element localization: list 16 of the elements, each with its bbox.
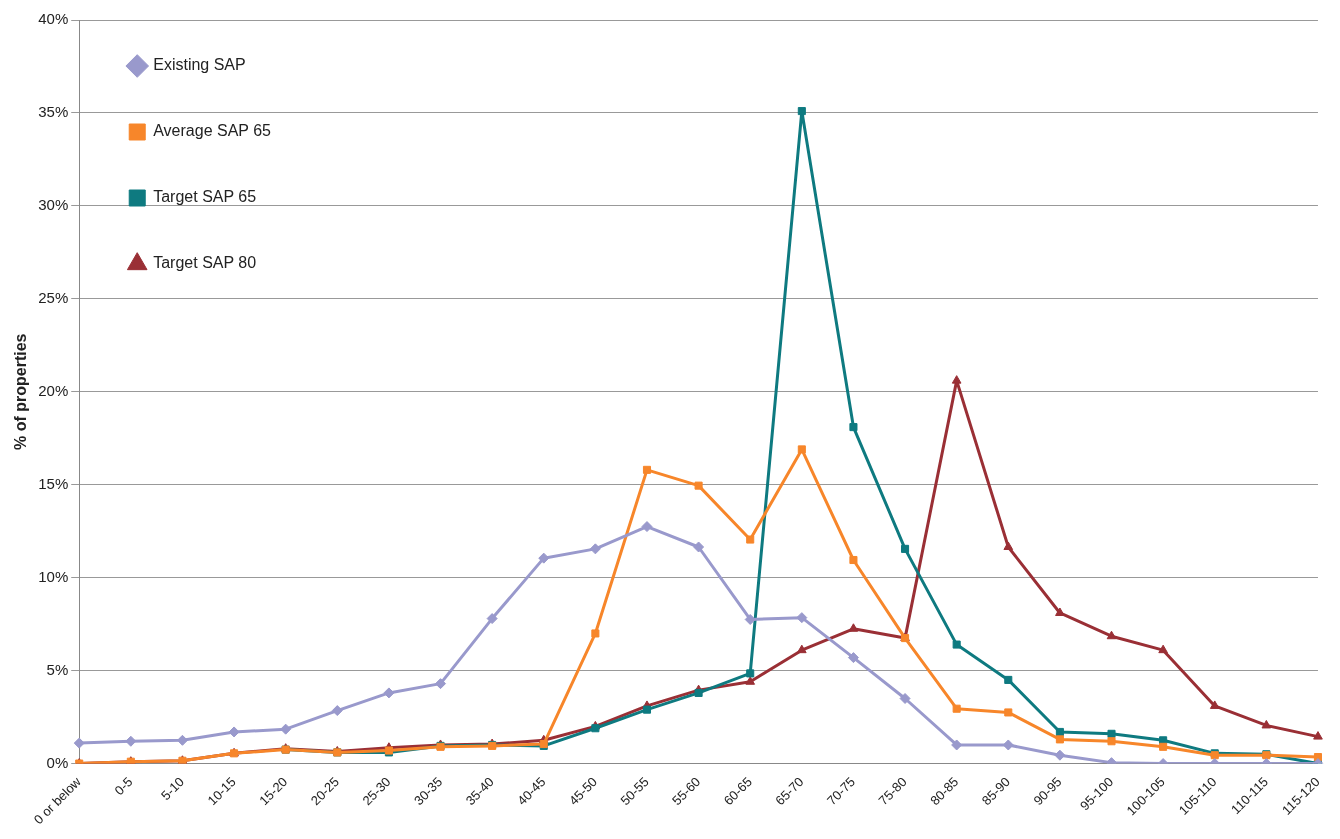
- y-tick-label: 0%: [46, 753, 69, 771]
- legend-label: Target SAP 65: [153, 188, 257, 206]
- y-tick-label: 15%: [38, 474, 69, 492]
- legend-label: Target SAP 80: [153, 254, 257, 272]
- y-tick-label: 10%: [38, 567, 69, 585]
- legend-label: Average SAP 65: [153, 122, 272, 140]
- y-tick-label: 30%: [38, 196, 69, 214]
- y-tick-label: 40%: [38, 10, 69, 28]
- y-axis-title: % of properties: [12, 333, 30, 451]
- x-tick-label: 0-5: [111, 774, 136, 799]
- y-tick-label: 5%: [46, 660, 69, 678]
- x-tick-label: 5-10: [158, 774, 188, 804]
- y-tick-label: 20%: [38, 381, 69, 399]
- y-tick-label: 35%: [38, 103, 69, 121]
- legend-label: Existing SAP: [153, 56, 246, 74]
- y-tick-label: 25%: [38, 288, 69, 306]
